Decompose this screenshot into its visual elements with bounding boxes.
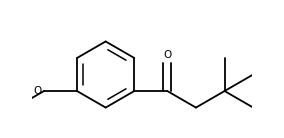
Text: O: O — [163, 50, 172, 60]
Text: O: O — [34, 86, 42, 96]
